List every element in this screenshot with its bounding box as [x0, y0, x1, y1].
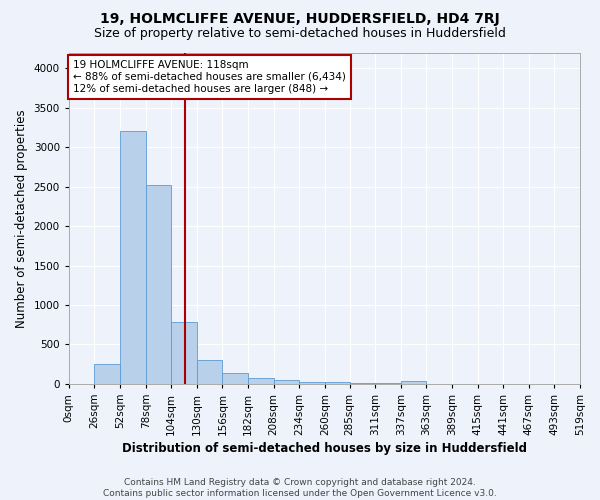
Bar: [223, 373, 248, 384]
Text: 19 HOLMCLIFFE AVENUE: 118sqm
← 88% of semi-detached houses are smaller (6,434)
1: 19 HOLMCLIFFE AVENUE: 118sqm ← 88% of se…: [73, 60, 346, 94]
Bar: [274, 380, 299, 384]
Bar: [325, 382, 350, 384]
Text: Contains HM Land Registry data © Crown copyright and database right 2024.
Contai: Contains HM Land Registry data © Crown c…: [103, 478, 497, 498]
Bar: [197, 360, 223, 384]
Bar: [401, 381, 427, 384]
Y-axis label: Number of semi-detached properties: Number of semi-detached properties: [15, 109, 28, 328]
Bar: [299, 382, 325, 384]
Text: 19, HOLMCLIFFE AVENUE, HUDDERSFIELD, HD4 7RJ: 19, HOLMCLIFFE AVENUE, HUDDERSFIELD, HD4…: [100, 12, 500, 26]
Bar: [171, 322, 197, 384]
Bar: [94, 364, 120, 384]
Text: Size of property relative to semi-detached houses in Huddersfield: Size of property relative to semi-detach…: [94, 28, 506, 40]
Bar: [248, 378, 274, 384]
Bar: [146, 185, 171, 384]
Bar: [120, 132, 146, 384]
X-axis label: Distribution of semi-detached houses by size in Huddersfield: Distribution of semi-detached houses by …: [122, 442, 527, 455]
Bar: [350, 383, 375, 384]
